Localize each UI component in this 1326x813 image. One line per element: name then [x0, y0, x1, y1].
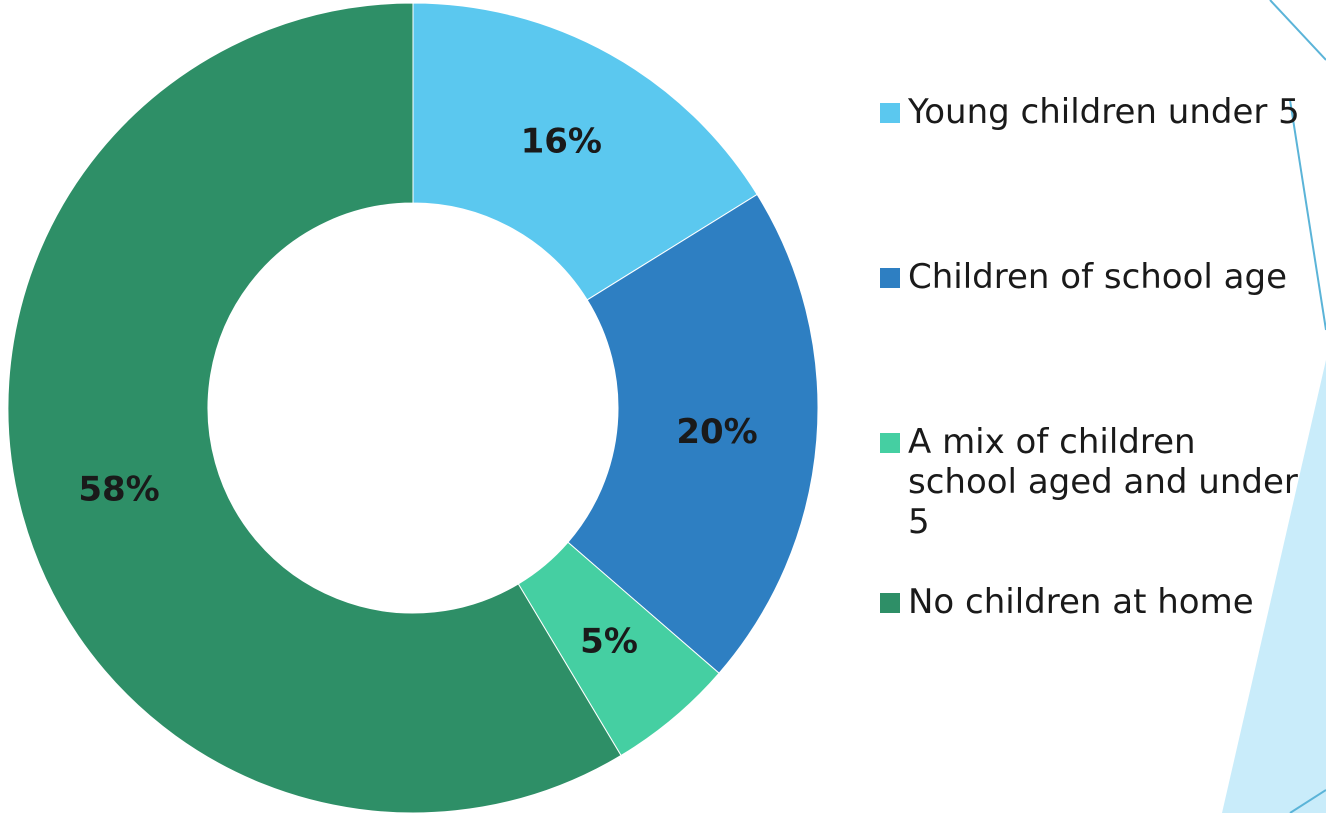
legend-item-school-age: Children of school age	[880, 257, 1318, 297]
legend-label-young-children: Young children under 5	[908, 92, 1300, 132]
legend-item-no-children: No children at home	[880, 582, 1318, 622]
slice-value-label-1: 20%	[676, 412, 757, 452]
legend-swatch-mix	[880, 433, 900, 453]
legend-swatch-young-children	[880, 103, 900, 123]
slice-value-label-0: 16%	[521, 121, 602, 161]
decor-line-bottom	[1289, 789, 1326, 813]
decor-wedge	[1222, 360, 1326, 813]
decor-line-top	[1269, 0, 1326, 61]
donut-slice-3	[7, 2, 622, 813]
slice-value-label-3: 58%	[78, 469, 159, 509]
donut-slices	[7, 2, 819, 813]
slice-labels: 16% 20% 5% 58%	[78, 121, 757, 661]
donut-slice-0	[412, 2, 758, 301]
legend-swatch-school-age	[880, 268, 900, 288]
decor-line-right	[1289, 99, 1326, 331]
slice-value-label-2: 5%	[580, 622, 638, 662]
legend-item-young-children: Young children under 5	[880, 92, 1318, 132]
background-decoration	[1222, 0, 1326, 813]
legend-label-no-children: No children at home	[908, 582, 1254, 622]
donut-slice-1	[567, 193, 819, 674]
legend-label-mix: A mix of children school aged and under …	[908, 422, 1298, 542]
legend-label-school-age: Children of school age	[908, 257, 1287, 297]
legend-swatch-no-children	[880, 593, 900, 613]
legend-item-mix: A mix of children school aged and under …	[880, 422, 1313, 542]
